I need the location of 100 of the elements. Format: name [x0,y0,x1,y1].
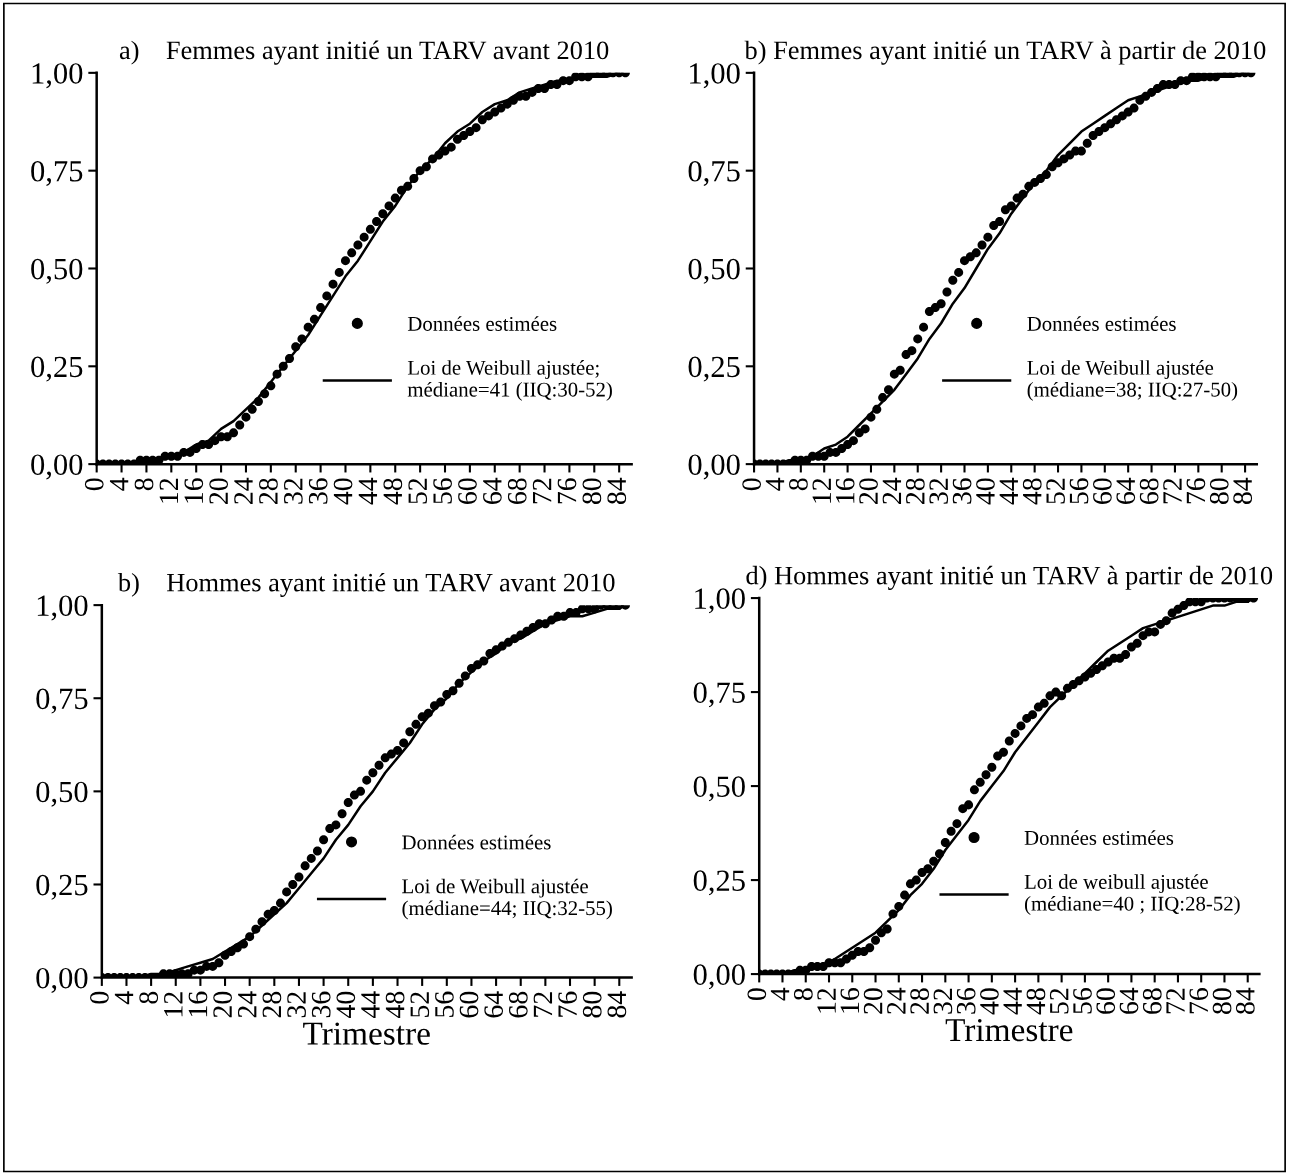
x-tick-label: 76 [558,991,577,1017]
legend-label: Loi de Weibull ajustée (médiane=38; IIQ:27-50) [1027,360,1238,401]
x-tick-label: 16 [835,478,855,503]
x-tick-label: 20 [859,478,878,504]
x-tick-label: 52 [1046,478,1065,504]
x-tick-label: 24 [882,477,902,504]
x-tick-label: 4 [770,987,790,1001]
x-tick-label: 60 [459,991,479,1018]
x-tick-label: 52 [410,992,430,1017]
x-tick-label: 0 [747,988,767,1001]
legend-label: Données estimées [1027,316,1176,331]
x-tick-label: 36 [952,478,972,504]
y-tick-label: 0,25 [693,870,745,896]
chart-title: b) Hommes ayant initié un TARV avant 2010 [117,572,615,597]
x-tick-label: 12 [159,478,178,503]
x-tick-label: 28 [905,478,925,504]
legend-label: Données estimées [402,834,551,850]
x-tick-label: 16 [188,991,208,1017]
y-tick-label: 1,00 [32,63,83,89]
chart-title: b) Femmes ayant initié un TARV à partir de 2010 [744,40,1266,65]
x-tick-label: 80 [1209,478,1229,505]
y-tick-label: 1,00 [690,63,740,89]
x-tick-label: 60 [1096,988,1116,1014]
x-tick-label: 4 [114,991,134,1005]
legend-label: Loi de Weibull ajustée; médiane=41 (IIQ:30-52) [407,360,612,401]
x-tick-label: 8 [793,988,813,1001]
x-tick-label: 64 [484,991,504,1018]
x-tick-label: 8 [139,991,159,1004]
y-tick-label: 0,75 [693,682,745,708]
x-tick-label: 48 [385,991,405,1019]
x-tick-label: 36 [956,988,976,1014]
x-tick-label: 56 [433,478,452,504]
x-tick-label: 0 [84,478,104,491]
x-tick-label: 64 [1119,987,1139,1014]
x-tick-label: 76 [1186,478,1206,504]
legend-label: Loi de Weibull ajustée (médiane=44; IIQ:32-55) [402,878,612,920]
x-tick-label: 36 [311,991,331,1018]
x-tick-label: 80 [582,478,602,505]
x-axis-title: Trimestre [945,1018,1073,1042]
chart-title: a) Femmes ayant initié un TARV avant 2010 [119,40,609,65]
x-tick-label: 48 [1022,478,1042,505]
x-tick-label: 0 [90,991,109,1004]
x-tick-label: 68 [507,478,527,504]
x-tick-label: 52 [408,478,428,504]
y-tick-label: 0,00 [36,967,88,993]
x-tick-label: 0 [742,478,762,491]
legend-label: Données estimées [1024,830,1174,845]
y-tick-label: 0,50 [688,258,740,284]
x-tick-label: 20 [863,988,883,1014]
x-tick-label: 24 [237,991,257,1018]
x-tick-label: 44 [358,477,378,505]
x-tick-label: 44 [1003,987,1022,1015]
x-tick-label: 12 [812,478,831,503]
x-tick-label: 72 [532,478,552,504]
x-tick-label: 4 [765,477,785,491]
y-tick-label: 0,00 [688,454,740,480]
x-tick-label: 12 [817,988,836,1013]
x-tick-label: 56 [435,991,454,1017]
x-tick-label: 56 [1073,988,1092,1014]
x-tick-label: 84 [607,477,627,505]
y-tick-label: 0,50 [31,258,83,284]
x-tick-label: 48 [383,478,403,505]
x-tick-label: 80 [1212,988,1232,1014]
x-tick-label: 72 [1166,988,1185,1014]
x-tick-label: 8 [789,478,808,491]
x-tick-label: 84 [1233,477,1253,505]
x-tick-label: 44 [361,991,380,1019]
y-tick-label: 0,75 [31,160,83,186]
x-tick-label: 80 [582,991,602,1018]
y-tick-label: 0,75 [688,160,740,186]
y-tick-label: 0,50 [693,776,745,802]
x-tick-label: 24 [887,987,906,1014]
x-tick-label: 32 [284,478,303,504]
x-tick-label: 60 [458,478,477,504]
x-tick-label: 44 [999,477,1018,505]
x-tick-label: 76 [1189,988,1209,1014]
x-tick-label: 20 [213,991,232,1018]
x-tick-label: 32 [287,992,306,1018]
x-tick-label: 28 [262,991,282,1018]
x-tick-label: 84 [607,991,627,1018]
x-tick-label: 40 [980,988,999,1015]
x-tick-label: 40 [333,478,353,505]
x-tick-label: 68 [508,991,528,1018]
x-tick-label: 84 [1235,987,1255,1014]
x-tick-label: 68 [1142,988,1162,1014]
y-tick-label: 0,75 [36,688,88,714]
x-tick-label: 24 [234,477,253,504]
x-tick-label: 12 [164,992,183,1017]
y-tick-label: 0,00 [693,964,745,990]
x-tick-label: 72 [533,992,553,1017]
x-tick-label: 16 [840,988,860,1013]
y-tick-label: 0,25 [688,356,740,382]
y-tick-label: 1,00 [695,588,745,614]
x-tick-label: 4 [109,477,129,491]
x-tick-label: 48 [1026,988,1046,1015]
y-tick-label: 0,00 [31,454,83,480]
x-tick-label: 36 [308,478,328,504]
x-tick-label: 40 [976,478,995,505]
x-tick-label: 52 [1049,988,1069,1014]
y-tick-label: 0,50 [36,781,88,807]
